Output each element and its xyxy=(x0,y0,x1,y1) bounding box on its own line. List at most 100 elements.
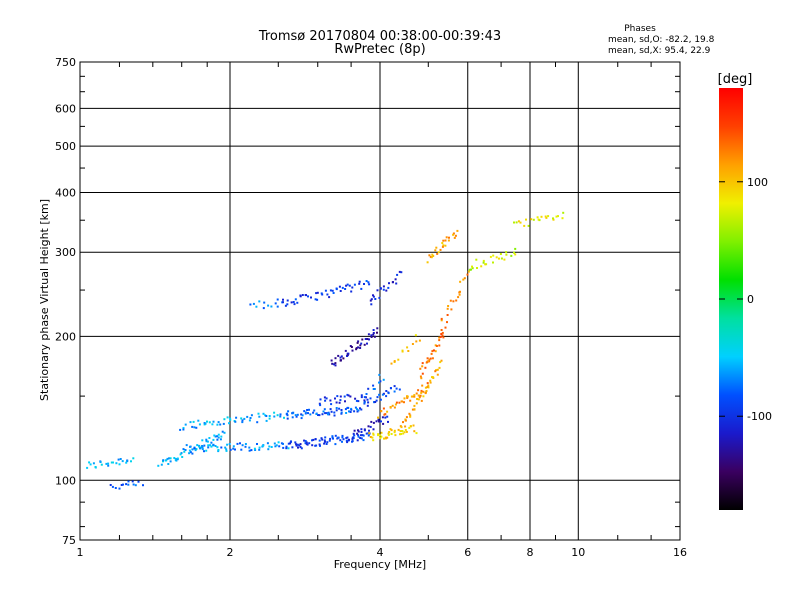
data-point xyxy=(446,307,449,310)
data-point xyxy=(351,286,354,289)
data-point xyxy=(351,436,354,439)
data-point xyxy=(411,408,414,411)
data-point xyxy=(267,304,270,307)
data-point xyxy=(363,283,365,285)
data-point xyxy=(182,427,185,429)
data-point xyxy=(458,293,461,296)
data-point xyxy=(418,396,421,399)
data-point xyxy=(514,253,517,256)
data-point xyxy=(527,224,530,227)
data-point xyxy=(276,305,279,308)
data-point xyxy=(320,292,323,295)
data-point xyxy=(314,438,317,441)
data-point xyxy=(445,236,448,239)
data-point xyxy=(287,447,290,450)
data-point xyxy=(310,296,312,299)
data-point xyxy=(130,460,132,463)
data-point xyxy=(223,431,226,434)
data-point xyxy=(505,251,508,254)
data-point xyxy=(318,439,321,442)
data-point xyxy=(162,460,164,463)
data-point xyxy=(390,362,393,365)
data-point xyxy=(206,440,209,443)
data-point xyxy=(475,258,478,261)
data-point xyxy=(468,268,471,271)
data-point xyxy=(201,445,204,447)
data-point xyxy=(109,484,112,486)
data-point xyxy=(405,416,408,419)
data-point xyxy=(402,432,405,435)
data-point xyxy=(228,443,231,445)
data-point xyxy=(427,360,430,363)
data-point xyxy=(373,388,376,390)
data-point xyxy=(448,236,450,239)
data-point xyxy=(374,298,377,300)
data-point xyxy=(331,435,334,438)
data-point xyxy=(205,438,208,441)
data-point xyxy=(382,407,385,410)
x-tick-label: 10 xyxy=(571,546,585,559)
data-point xyxy=(283,416,285,419)
data-point xyxy=(315,444,318,447)
data-point xyxy=(401,430,404,432)
data-point xyxy=(201,439,204,442)
data-point xyxy=(413,395,416,398)
data-point xyxy=(431,253,434,256)
data-point xyxy=(181,456,184,458)
data-point xyxy=(357,400,360,403)
data-point xyxy=(435,345,438,347)
data-point xyxy=(359,347,362,349)
data-point xyxy=(300,447,303,450)
data-point xyxy=(355,347,358,350)
data-point xyxy=(290,301,293,304)
data-point xyxy=(364,396,367,399)
data-point xyxy=(415,432,418,435)
data-point xyxy=(384,416,387,419)
data-point xyxy=(367,434,370,437)
data-point xyxy=(323,439,326,442)
data-point xyxy=(426,382,429,385)
data-point xyxy=(372,428,375,431)
data-point xyxy=(323,408,326,411)
data-point xyxy=(438,344,441,347)
data-point xyxy=(441,242,444,244)
data-point xyxy=(262,444,265,447)
data-point xyxy=(235,416,238,419)
data-point xyxy=(380,435,383,438)
data-point xyxy=(391,404,394,407)
x-tick-label: 6 xyxy=(464,546,471,559)
data-point xyxy=(284,304,287,307)
data-point xyxy=(345,439,348,442)
data-point xyxy=(221,430,224,433)
data-point xyxy=(294,414,297,417)
data-point xyxy=(311,439,313,442)
data-point xyxy=(338,401,341,404)
data-point xyxy=(363,429,366,432)
data-point xyxy=(375,420,378,423)
data-point xyxy=(336,395,339,398)
data-point xyxy=(525,218,527,221)
data-point xyxy=(344,400,346,403)
data-point xyxy=(349,395,352,398)
data-point xyxy=(353,283,356,286)
data-point xyxy=(350,290,353,293)
data-point xyxy=(134,484,137,487)
data-point xyxy=(395,282,398,285)
data-point xyxy=(360,342,363,345)
data-point xyxy=(412,424,415,427)
data-point xyxy=(390,387,392,390)
data-point xyxy=(377,433,380,436)
data-point xyxy=(203,444,206,447)
data-point xyxy=(426,386,429,388)
data-point xyxy=(369,436,372,438)
data-point xyxy=(270,446,273,448)
data-point xyxy=(416,398,419,400)
y-tick-label: 400 xyxy=(55,186,76,199)
data-point xyxy=(362,434,365,437)
data-point xyxy=(393,385,396,388)
colorbar-tick-label: -100 xyxy=(747,410,772,423)
data-point xyxy=(273,415,276,418)
data-point xyxy=(323,442,326,445)
data-point xyxy=(332,437,334,440)
data-point xyxy=(384,413,387,416)
